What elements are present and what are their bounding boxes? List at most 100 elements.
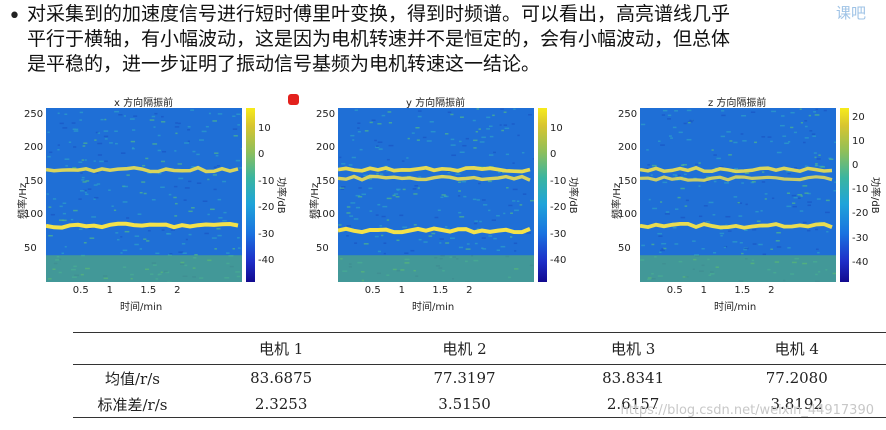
spectrogram-noise <box>510 212 513 214</box>
spectrogram-noise <box>188 210 193 213</box>
x-tick-label: 0.5 <box>666 285 683 296</box>
paragraph: 对采集到的加速度信号进行短时傅里叶变换，得到时频谱。可以看出，高亮谱线几乎 平行… <box>27 2 857 77</box>
spectrogram-noise <box>100 118 104 121</box>
spectrogram-noise <box>503 212 506 215</box>
spectrogram-noise <box>786 192 791 194</box>
spectrogram-noise <box>521 151 525 154</box>
spectrogram-noise <box>393 193 399 195</box>
spectrogram-noise <box>201 130 207 133</box>
spectrogram-noise <box>755 210 759 213</box>
spectrogram-noise <box>680 187 685 190</box>
spectrogram-noise <box>82 181 87 183</box>
spectrogram-noise <box>792 205 797 208</box>
spectrogram-noise <box>371 119 376 122</box>
spectrogram-noise <box>116 238 120 241</box>
spectrogram-noise <box>479 141 485 143</box>
colorbar <box>246 108 255 282</box>
spectrogram-noise <box>207 178 210 181</box>
spectrogram-noise <box>804 120 808 122</box>
spectrogram-noise <box>787 247 791 249</box>
spectrogram-noise <box>705 221 710 223</box>
spectrogram-noise <box>93 160 96 162</box>
spectrogram-noise <box>488 235 493 237</box>
spectrogram-noise <box>181 243 186 245</box>
spectrogram-noise <box>500 245 506 248</box>
spectrogram-noise <box>381 234 384 237</box>
table-header-cell: 电机 4 <box>707 332 886 365</box>
spectrogram-noise <box>790 126 794 129</box>
spectrogram-noise <box>465 137 469 140</box>
spectrogram-noise <box>404 252 409 254</box>
spectrogram-noise <box>388 144 394 147</box>
spectrogram-noise <box>351 156 356 159</box>
spectrogram-noise <box>346 212 351 214</box>
spectrogram-noise <box>738 215 743 217</box>
spectrogram-noise <box>103 130 109 132</box>
spectrogram-noise <box>770 248 773 251</box>
spectrogram-noise <box>813 111 817 113</box>
colorbar-tick-label: -40 <box>852 256 869 268</box>
spectrogram-noise <box>431 232 436 235</box>
spectrogram-noise <box>488 209 491 212</box>
spectrogram-noise <box>192 150 196 153</box>
spectrogram-noise <box>52 198 57 200</box>
spectrogram-noise <box>648 198 651 201</box>
spectrogram-noise <box>174 215 178 217</box>
colorbar-tick-label: -30 <box>550 228 567 240</box>
spectrogram-noise <box>719 166 724 168</box>
spectrogram-noise <box>762 253 767 256</box>
spectrogram-noise <box>120 252 123 254</box>
spectrogram-noise <box>652 207 658 210</box>
spectrogram-noise <box>488 125 493 128</box>
spectrogram-noise <box>173 185 178 188</box>
spectrogram-noise <box>809 130 813 132</box>
spectrogram-noise <box>829 158 834 161</box>
spectrogram-noise <box>826 230 829 233</box>
spectrogram-noise <box>64 113 68 116</box>
spectrogram-noise <box>381 114 386 117</box>
spectrogram-noise <box>338 224 342 226</box>
y-axis-label: 频率/Hz <box>310 182 321 219</box>
spectrogram-noise <box>214 248 217 250</box>
spectrogram-noise <box>444 226 448 228</box>
spectrogram-noise <box>217 113 223 115</box>
spectrogram-noise <box>481 199 486 201</box>
spectrogram-noise <box>727 230 732 232</box>
bullet: • <box>8 4 21 29</box>
spectrogram-noise <box>357 195 363 198</box>
x-tick-label: 1.5 <box>734 285 751 296</box>
spectrogram-noise <box>723 246 726 249</box>
spectrogram-noise <box>672 126 677 129</box>
spectrogram-noise <box>118 114 123 116</box>
spectrogram-noise <box>684 205 688 207</box>
x-tick-label: 1.5 <box>140 285 157 296</box>
spectrogram-noise <box>733 196 738 198</box>
spectrogram-noise <box>674 110 679 112</box>
spectrogram-noise <box>512 200 516 202</box>
spectrogram-noise <box>474 242 478 245</box>
spectrogram-noise <box>194 253 198 256</box>
x-tick-label: 1.5 <box>432 285 449 296</box>
spectrogram-noise <box>459 116 464 118</box>
spectrogram-noise <box>62 127 68 129</box>
spectrogram-noise <box>712 252 717 254</box>
spectrogram-noise <box>97 154 103 156</box>
colorbar-tick-label: 20 <box>852 111 865 123</box>
spectrogram-noise <box>504 127 510 130</box>
spectrogram-noise <box>815 163 818 165</box>
spectrogram-noise <box>48 206 52 208</box>
x-axis-label: 时间/min <box>412 302 455 313</box>
spectrogram-noise <box>72 166 77 169</box>
spectrogram-noise <box>64 246 67 248</box>
spectrogram-noise <box>59 219 64 221</box>
spectrogram-noise <box>346 225 351 227</box>
spectrogram-noise <box>62 212 67 215</box>
spectrogram-noise <box>482 204 488 206</box>
spectrogram-noise <box>388 122 393 124</box>
y-tick-label: 150 <box>24 175 44 187</box>
spectrogram-noise <box>241 147 242 150</box>
paragraph-line: 对采集到的加速度信号进行短时傅里叶变换，得到时频谱。可以看出，高亮谱线几乎 <box>27 3 731 25</box>
corner-logo: 课吧 <box>835 4 866 22</box>
harmonic-band <box>338 174 531 182</box>
spectrogram-noise <box>465 248 471 250</box>
